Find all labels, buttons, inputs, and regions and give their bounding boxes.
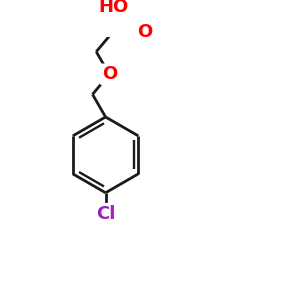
Text: HO: HO [98, 0, 128, 16]
Text: O: O [137, 23, 152, 41]
Text: O: O [102, 65, 117, 83]
Text: Cl: Cl [96, 205, 115, 223]
